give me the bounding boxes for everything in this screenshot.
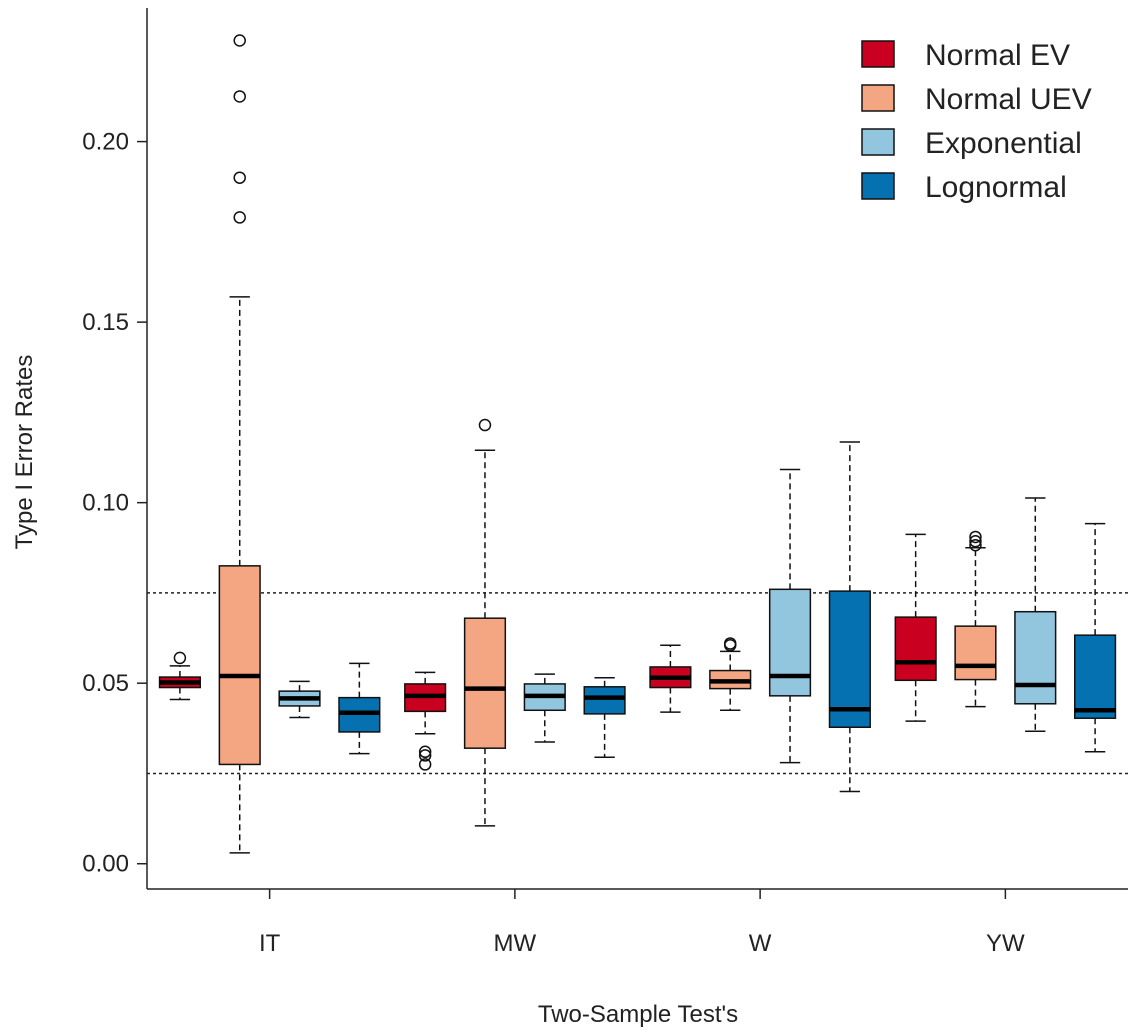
reference-lines	[147, 592, 1128, 775]
box-body	[768, 588, 812, 697]
legend-swatch	[861, 172, 895, 200]
box-body	[1074, 634, 1117, 719]
box-W-3	[828, 441, 871, 793]
outlier-point	[478, 418, 492, 432]
box-body	[1014, 610, 1057, 705]
box-MW-2	[523, 673, 566, 743]
outlier-point	[969, 535, 982, 548]
box-IT-1	[218, 34, 261, 854]
outlier-point	[969, 530, 982, 544]
axes: 0.00 0.05 0.10 0.15 0.20 IT MW W YW	[82, 8, 1128, 957]
box-body	[954, 625, 997, 681]
box-W-2	[768, 468, 812, 764]
outlier-point	[173, 651, 187, 665]
outlier-point	[418, 758, 432, 771]
box-MW-3	[583, 677, 626, 758]
legend-label: Lognormal	[925, 171, 1067, 204]
box-W-1	[709, 637, 752, 712]
box-MW-0	[404, 671, 447, 771]
outlier-point	[418, 749, 432, 762]
box-body	[894, 616, 937, 682]
box-IT-2	[278, 680, 321, 719]
box-IT-3	[338, 662, 381, 755]
y-axis-title: Type I Error Rates	[11, 355, 38, 550]
box-YW-1	[954, 530, 997, 708]
outlier-point	[233, 211, 246, 224]
y-tick-label: 0.20	[82, 129, 129, 156]
box-body	[218, 565, 261, 766]
legend-swatch	[861, 84, 895, 112]
x-tick-label: YW	[986, 930, 1025, 957]
x-tick-label: W	[749, 930, 772, 957]
legend-label: Exponential	[925, 127, 1082, 160]
outlier-point	[233, 171, 246, 184]
box-YW-3	[1074, 522, 1117, 753]
box-groups	[158, 34, 1117, 854]
legend-label: Normal UEV	[925, 83, 1092, 116]
legend-swatch	[861, 40, 895, 68]
outlier-point	[418, 745, 432, 759]
y-tick-label: 0.15	[82, 309, 129, 336]
box-YW-0	[894, 533, 937, 722]
box-YW-2	[1014, 497, 1057, 732]
box-W-0	[649, 644, 692, 713]
outlier-point	[233, 34, 246, 47]
y-tick-label: 0.00	[82, 851, 129, 878]
legend-swatch	[861, 128, 895, 156]
box-body	[583, 686, 626, 715]
outlier-point	[969, 539, 982, 552]
box-IT-0	[158, 651, 201, 701]
x-tick-label: IT	[259, 930, 281, 957]
outlier-point	[723, 637, 737, 650]
y-tick-label: 0.10	[82, 490, 129, 517]
outlier-point	[233, 90, 246, 103]
box-body	[828, 590, 871, 728]
y-tick-label: 0.05	[82, 670, 129, 697]
legend-label: Normal EV	[925, 39, 1070, 72]
box-body	[463, 617, 507, 749]
x-tick-label: MW	[494, 930, 537, 957]
box-MW-1	[463, 418, 507, 827]
x-axis-title: Two-Sample Test's	[538, 1001, 738, 1028]
legend: Normal EV Normal UEV Exponential Lognormal	[861, 39, 1092, 204]
